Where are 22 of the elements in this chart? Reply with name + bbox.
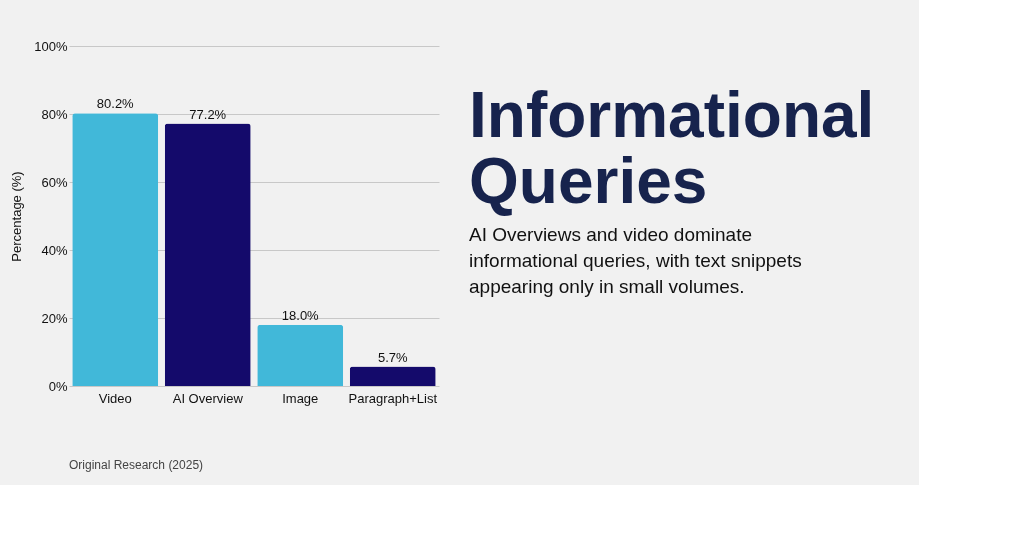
x-tick-label: AI Overview <box>172 390 244 406</box>
text: Informational Queries <box>469 79 875 217</box>
y-tick-label: 60% <box>41 174 68 190</box>
y-tick-label: 0% <box>48 378 68 394</box>
y-tick-label: 100% <box>34 38 68 54</box>
y-tick-label: 40% <box>41 242 68 258</box>
bar <box>72 113 159 386</box>
text: AI Overviews and video dominate informational queries, with text snippets appearing only in small volumes. <box>469 224 802 297</box>
data-label: 5.7% <box>377 349 408 365</box>
bar <box>257 324 344 386</box>
bar <box>164 123 251 386</box>
y-axis-title: Percentage (%) <box>9 171 25 262</box>
x-tick-label: Video <box>98 390 132 406</box>
bar <box>349 366 436 386</box>
x-tick-label: Image <box>282 390 319 406</box>
data-label: 18.0% <box>281 307 320 323</box>
y-tick-label: 20% <box>41 310 68 326</box>
data-label: 80.2% <box>96 96 135 112</box>
data-label: 77.2% <box>189 106 227 122</box>
text: Original Research (2025) <box>69 458 204 472</box>
y-tick-label: 80% <box>41 106 68 122</box>
x-tick-label: Paragraph+List <box>348 390 438 406</box>
